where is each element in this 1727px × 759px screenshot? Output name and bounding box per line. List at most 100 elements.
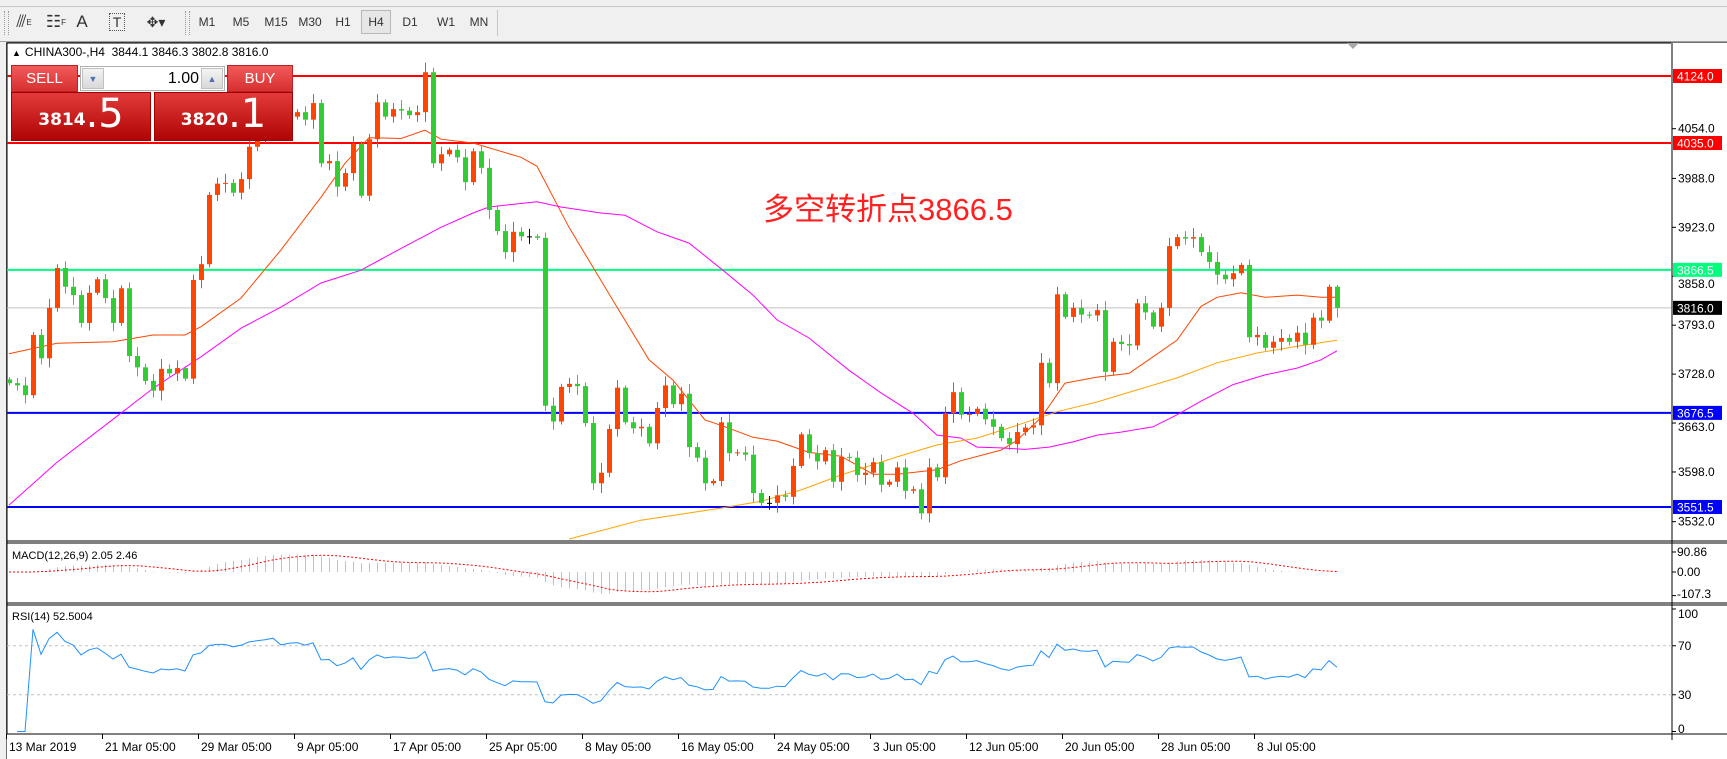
- price-tag-label: 3676.5: [1677, 406, 1714, 420]
- candle-body: [823, 450, 828, 462]
- text-label-icon[interactable]: T: [103, 10, 131, 34]
- time-label: 12 Jun 05:00: [969, 740, 1039, 754]
- candle-body: [359, 143, 364, 196]
- arrows-dropdown-icon[interactable]: ✥▾: [146, 13, 166, 30]
- candle-body: [215, 183, 220, 195]
- candle: [199, 255, 204, 289]
- candle-body: [119, 288, 124, 323]
- fibonacci-fan-icon[interactable]: ☷ F: [45, 12, 67, 31]
- candle-body: [1327, 286, 1332, 321]
- candle-body: [447, 149, 452, 155]
- candle: [1327, 284, 1332, 323]
- timeframe-w1[interactable]: W1: [437, 15, 455, 29]
- candle-body: [63, 267, 68, 287]
- collapse-triangle-icon[interactable]: ▲: [12, 48, 21, 58]
- chart-annotation-text[interactable]: 多空转折点3866.5: [763, 192, 1013, 227]
- candle: [967, 406, 972, 423]
- candle: [607, 424, 612, 478]
- timeframe-m1[interactable]: M1: [198, 15, 216, 29]
- timeframe-h1[interactable]: H1: [335, 15, 351, 29]
- candle-body: [1151, 312, 1156, 327]
- candle: [1319, 310, 1324, 329]
- candle-body: [791, 465, 796, 497]
- volume-stepper[interactable]: ▼ 1.00 ▲: [80, 66, 225, 91]
- candle: [647, 423, 652, 447]
- candle-body: [551, 405, 556, 422]
- timeframe-h4[interactable]: H4: [361, 10, 391, 34]
- candle: [775, 485, 780, 513]
- candle-body: [623, 387, 628, 423]
- chart-window[interactable]: [6, 42, 1727, 759]
- candle-body: [423, 72, 428, 113]
- candle: [943, 406, 948, 485]
- timeframe-d1[interactable]: D1: [402, 15, 418, 29]
- candle-body: [671, 385, 676, 405]
- price-tag-label: 3866.5: [1677, 263, 1714, 277]
- candle: [799, 432, 804, 469]
- candle: [455, 144, 460, 163]
- price-tag: [1673, 405, 1722, 420]
- candle: [463, 149, 468, 191]
- candle: [247, 136, 252, 189]
- timeframe-m30[interactable]: M30: [298, 15, 322, 29]
- candle: [1095, 304, 1100, 322]
- candle-body: [351, 143, 356, 174]
- candle-body: [519, 231, 524, 237]
- volume-input[interactable]: 1.00: [167, 70, 199, 87]
- candle: [631, 417, 636, 434]
- candle-body: [495, 209, 500, 232]
- candle: [63, 261, 68, 294]
- candle-body: [79, 295, 84, 323]
- candle: [879, 454, 884, 493]
- candle-body: [383, 102, 388, 117]
- candle-body: [407, 110, 412, 116]
- candle: [1135, 298, 1140, 351]
- candle: [47, 298, 52, 368]
- candle-body: [1207, 252, 1212, 262]
- candle-body: [991, 419, 996, 427]
- candle: [1103, 301, 1108, 381]
- candle-body: [111, 298, 116, 323]
- candle: [23, 377, 28, 404]
- volume-increase-icon[interactable]: ▲: [201, 68, 223, 89]
- candle: [15, 377, 20, 391]
- candle-body: [535, 236, 540, 238]
- candle: [39, 328, 44, 365]
- candle: [663, 376, 668, 418]
- timeframe-m15[interactable]: M15: [264, 15, 288, 29]
- timeframe-mn[interactable]: MN: [469, 15, 489, 29]
- text-icon[interactable]: A: [76, 12, 88, 31]
- candle: [423, 62, 428, 122]
- candle: [1127, 334, 1132, 356]
- candle: [231, 179, 236, 197]
- candle-body: [543, 237, 548, 406]
- candle-body: [847, 456, 852, 458]
- chart-shift-marker-icon[interactable]: [1347, 43, 1359, 49]
- candle-body: [247, 146, 252, 180]
- candle: [1263, 331, 1268, 351]
- candle-body: [719, 422, 724, 482]
- candle: [791, 458, 796, 505]
- candle: [511, 222, 516, 262]
- buy-button[interactable]: BUY: [227, 65, 293, 92]
- candle-body: [479, 151, 484, 168]
- buy-price-button[interactable]: 3820.1: [154, 92, 293, 141]
- fibonacci-expansion-icon[interactable]: ⫻ E: [16, 12, 32, 31]
- toolbar-grip[interactable]: [4, 11, 9, 35]
- candle: [7, 377, 12, 386]
- candle-body: [1159, 307, 1164, 327]
- candle: [31, 331, 36, 399]
- sell-button[interactable]: SELL: [11, 65, 78, 92]
- candle-body: [455, 149, 460, 158]
- toolbar-grip[interactable]: [185, 11, 190, 35]
- candle: [951, 382, 956, 424]
- candle: [439, 146, 444, 171]
- volume-decrease-icon[interactable]: ▼: [82, 68, 104, 89]
- candle: [535, 234, 540, 241]
- candle: [759, 489, 764, 507]
- sell-price-button[interactable]: 3814.5: [11, 92, 151, 141]
- candle-body: [1103, 310, 1108, 372]
- candle: [143, 363, 148, 385]
- timeframe-m5[interactable]: M5: [232, 15, 250, 29]
